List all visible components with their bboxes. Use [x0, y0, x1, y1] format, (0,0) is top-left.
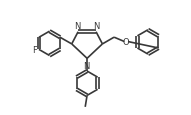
- Text: N: N: [83, 61, 90, 70]
- Text: F: F: [33, 46, 37, 54]
- Text: N: N: [74, 22, 81, 30]
- Text: N: N: [94, 22, 100, 30]
- Text: O: O: [123, 37, 129, 46]
